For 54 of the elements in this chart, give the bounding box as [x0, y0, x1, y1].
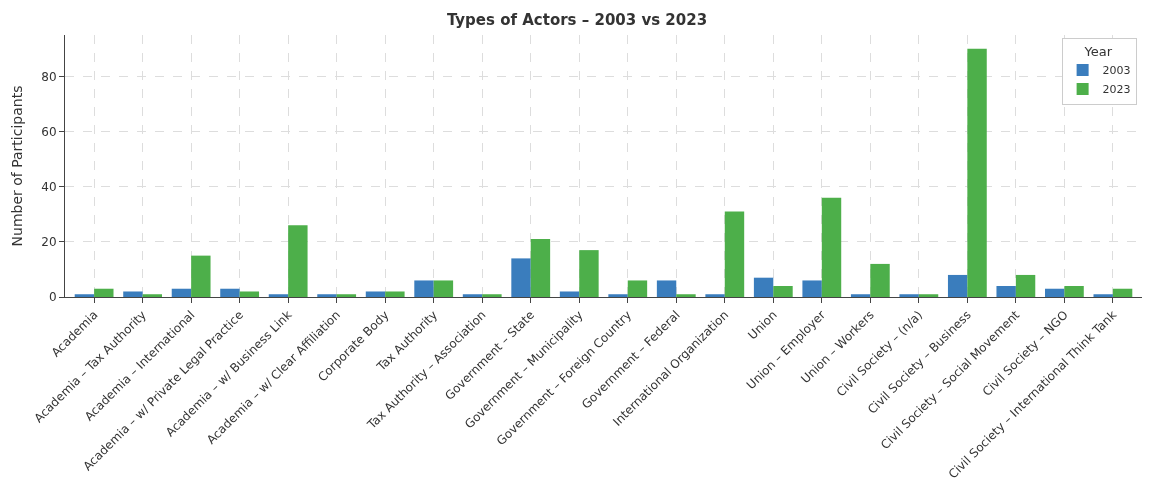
- bar: [676, 294, 696, 297]
- bar: [530, 239, 551, 297]
- bar: [511, 258, 531, 297]
- bar: [996, 285, 1016, 297]
- bar: [870, 263, 890, 297]
- bar: [559, 291, 580, 297]
- bar: [724, 211, 745, 297]
- bar: [142, 294, 163, 297]
- bar: [947, 274, 968, 297]
- y-tick-label: 80: [41, 69, 57, 84]
- bar: [656, 280, 677, 297]
- y-axis-title: Number of Participants: [8, 85, 25, 247]
- bar: [239, 291, 260, 297]
- bar: [967, 48, 987, 297]
- bar: [1064, 285, 1084, 297]
- bar: [414, 280, 434, 297]
- bar: [220, 288, 240, 297]
- y-tick-label: 60: [41, 124, 57, 139]
- bar: [171, 288, 192, 297]
- bar: [365, 291, 386, 297]
- legend-label: 2023: [1102, 83, 1131, 97]
- y-tick-label: 0: [48, 290, 57, 305]
- bar: [579, 250, 599, 297]
- bar: [1044, 288, 1065, 297]
- bar: [918, 294, 939, 297]
- bar: [627, 280, 648, 297]
- bar: [608, 294, 628, 297]
- bar: [1093, 294, 1113, 297]
- bar: [433, 280, 454, 297]
- bar: [821, 197, 842, 297]
- bar: [753, 277, 774, 297]
- bar: [773, 285, 793, 297]
- bar: [123, 291, 143, 297]
- bar: [74, 294, 95, 297]
- bar: [482, 294, 502, 297]
- bar: [850, 294, 871, 297]
- bar: [705, 294, 725, 297]
- legend-title: Year: [1083, 43, 1113, 59]
- bar: [1112, 288, 1133, 297]
- legend-label: 2003: [1102, 64, 1131, 78]
- bar: [385, 291, 405, 297]
- bar: [268, 294, 289, 297]
- bar: [462, 294, 483, 297]
- chart-title: Types of Actors – 2003 vs 2023: [446, 11, 708, 30]
- bar: [94, 288, 114, 297]
- bar: [899, 294, 919, 297]
- bar: [336, 294, 357, 297]
- bar: [191, 255, 211, 297]
- y-tick-label: 40: [41, 179, 57, 194]
- bar: [802, 280, 822, 297]
- bar: [288, 225, 308, 297]
- bar: [317, 294, 337, 297]
- bar: [1015, 274, 1036, 297]
- y-tick-label: 20: [41, 235, 57, 250]
